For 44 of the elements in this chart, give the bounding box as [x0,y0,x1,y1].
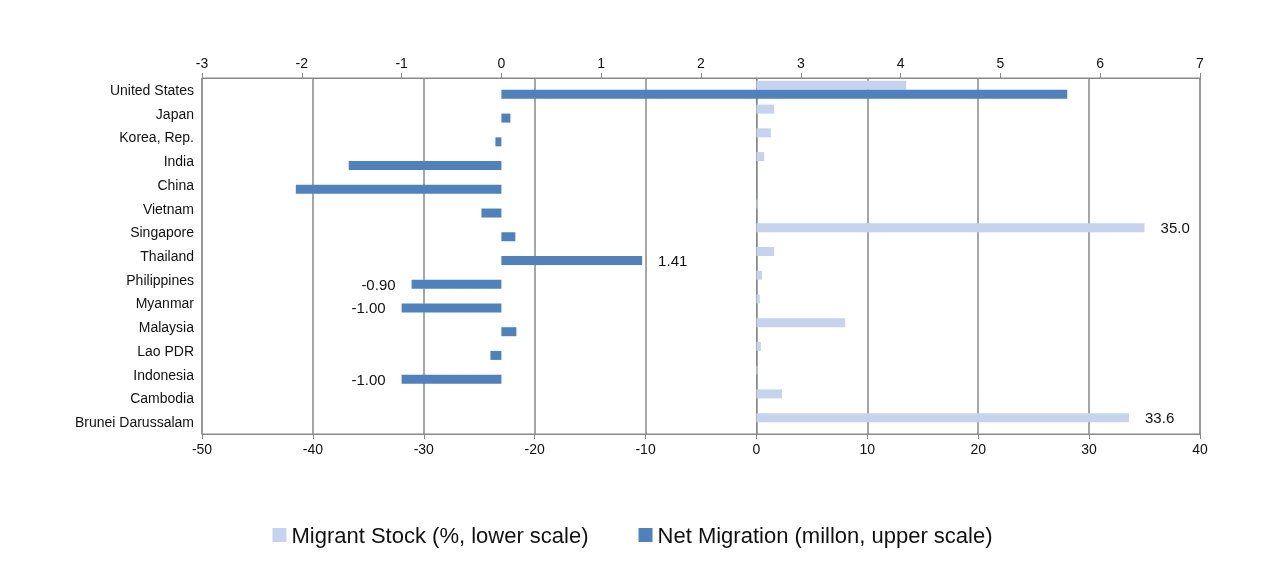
y-tick-label: Thailand [140,248,194,264]
y-tick-label: Myanmar [135,295,195,312]
y-tick-label: Singapore [130,224,195,241]
legend-label: Migrant Stock (%, lower scale) [291,522,589,548]
y-tick-label: Malaysia [138,319,195,336]
x-tick-label: 30 [1081,441,1098,457]
x2-tick-label: -3 [195,55,209,71]
data-label: 33.6 [1145,409,1175,427]
x-tick-label: -10 [635,441,656,457]
x2-tick-label: -1 [395,55,409,71]
data-label: -1.00 [351,299,386,317]
y-tick-label: Cambodia [130,390,195,407]
y-tick-label: Korea, Rep. [119,129,194,146]
data-label: -1.00 [351,370,386,388]
x-tick-label: 40 [1192,441,1208,457]
y-tick-label: Indonesia [133,366,195,383]
x2-tick-label: 0 [497,55,506,71]
x-tick-label: -40 [302,441,324,457]
data-label: 1.41 [658,252,688,269]
x-tick-label: 20 [970,441,987,457]
y-tick-label: India [163,153,195,170]
x2-tick-label: 7 [1196,55,1205,71]
y-tick-label: Japan [155,105,194,122]
x-tick-label: 10 [859,441,876,457]
legend-label: Net Migration (millon, upper scale) [657,522,993,548]
y-tick-label: Lao PDR [137,342,194,359]
y-tick-label: United States [109,81,194,98]
x2-tick-label: 4 [896,55,905,71]
x-tick-label: -20 [524,441,545,457]
x2-tick-label: 6 [1096,55,1105,71]
y-tick-label: China [157,176,195,193]
data-label: -0.90 [361,275,396,293]
y-tick-label: Philippines [126,271,194,288]
x-tick-label: -30 [413,441,435,457]
x-tick-label: -50 [191,441,213,457]
x-tick-label: 0 [752,441,761,457]
x2-tick-label: 3 [796,55,805,71]
y-tick-label: Brunei Darussalam [74,414,194,431]
x2-tick-label: 1 [597,55,606,71]
x2-tick-label: 5 [996,55,1005,71]
x2-tick-label: -2 [295,55,309,71]
data-label: 35.0 [1160,219,1190,237]
x2-tick-label: 2 [697,55,706,71]
y-tick-label: Vietnam [142,200,194,217]
